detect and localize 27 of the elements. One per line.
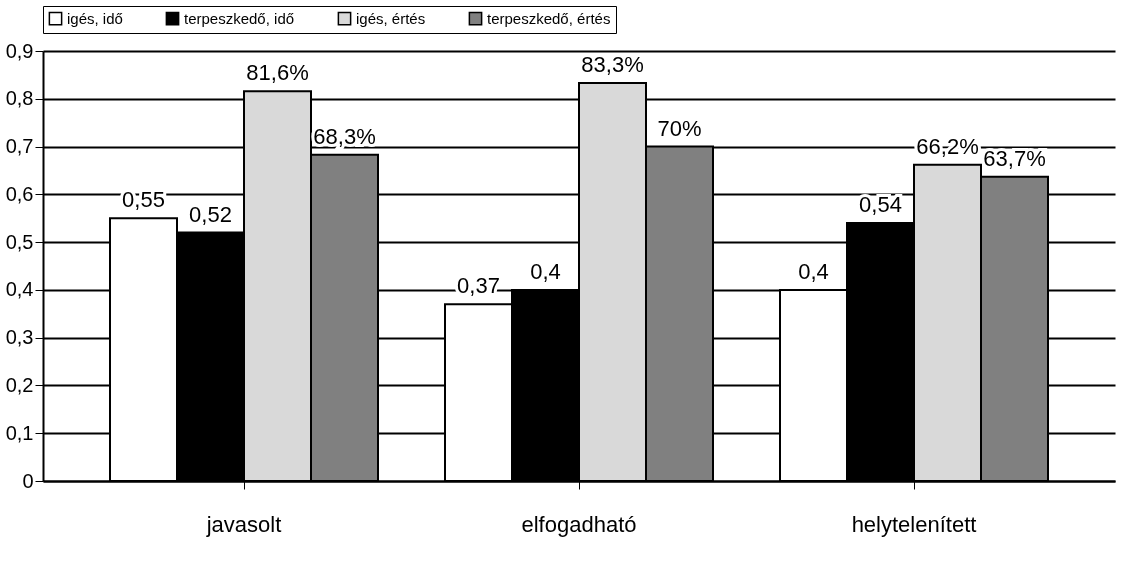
y-tick-label: 0,8 [5, 87, 34, 110]
x-tick-label: javasolt [205, 511, 282, 537]
legend-label: igés, értés [356, 9, 426, 27]
data-label: 81,6% [246, 60, 309, 86]
y-tick-label: 0,2 [5, 373, 34, 396]
y-tick-label: 0,1 [5, 421, 34, 444]
data-label: 0,4 [530, 258, 561, 284]
data-label: 0,54 [859, 192, 902, 217]
y-tick-label: 0,5 [5, 230, 34, 253]
data-label: 0,55 [122, 187, 165, 213]
data-label: 0,4 [798, 258, 829, 284]
y-tick-label: 0,7 [5, 135, 34, 158]
x-tick-label: elfogadható [521, 511, 637, 537]
y-tick-label: 0,9 [5, 39, 34, 62]
data-label: 70% [657, 115, 702, 141]
legend-label: igés, idő [67, 9, 123, 27]
data-label: 68,3% [313, 123, 376, 149]
data-label: 63,7% [983, 145, 1046, 171]
legend-label: terpeszkedő, értés [487, 9, 611, 27]
y-tick-label: 0 [22, 469, 34, 492]
y-tick-label: 0,3 [5, 326, 34, 349]
y-tick-label: 0,6 [5, 182, 34, 205]
x-tick-label: helytelenített [851, 511, 977, 537]
data-label: 0,52 [189, 201, 232, 227]
legend-label: terpeszkedő, idő [184, 9, 295, 27]
y-tick-label: 0,4 [5, 278, 34, 301]
data-label: 83,3% [581, 52, 644, 78]
